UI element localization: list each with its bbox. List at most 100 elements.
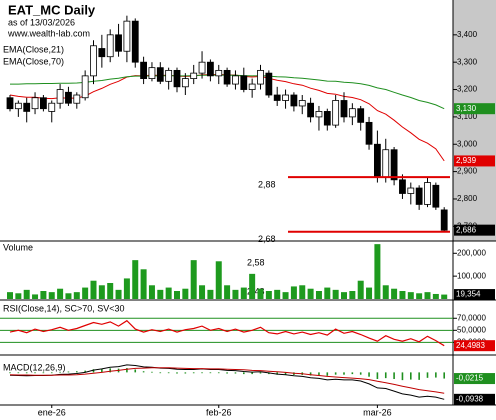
volume-bar xyxy=(366,287,373,299)
candle-body xyxy=(348,108,356,118)
histogram-bar xyxy=(151,371,153,373)
value-box xyxy=(454,393,495,405)
candle-body xyxy=(98,48,106,58)
histogram-bar xyxy=(343,372,345,375)
volume-bar xyxy=(132,260,139,299)
volume-bar xyxy=(232,289,239,299)
candle-body xyxy=(23,102,31,112)
histogram-bar xyxy=(326,372,329,376)
histogram-bar xyxy=(50,372,53,374)
volume-bar xyxy=(157,289,164,299)
value-box xyxy=(454,103,495,115)
x-tick-label: mar-26 xyxy=(363,407,392,417)
volume-bar xyxy=(374,244,381,299)
volume-bar xyxy=(332,289,339,299)
candle-body xyxy=(432,184,440,208)
histogram-bar xyxy=(201,372,203,374)
volume-bar xyxy=(282,292,289,299)
candle-body xyxy=(424,182,431,205)
volume-bar xyxy=(224,285,231,299)
volume-bar xyxy=(73,292,80,299)
histogram-bar xyxy=(167,372,170,374)
chart-title: EAT_MC Daily xyxy=(8,2,96,17)
volume-bar xyxy=(357,280,364,299)
volume-bar xyxy=(407,292,414,299)
candle-body xyxy=(223,69,231,85)
volume-bar xyxy=(307,288,314,299)
macd-line xyxy=(9,367,445,394)
candle-body xyxy=(90,45,97,77)
volume-bar xyxy=(299,285,306,299)
histogram-bar xyxy=(426,372,429,378)
candle-body xyxy=(282,94,289,101)
histogram-bar xyxy=(92,369,95,373)
candle-body xyxy=(415,187,423,205)
volume-bar xyxy=(23,289,30,299)
histogram-bar xyxy=(142,371,145,373)
histogram-bar xyxy=(109,368,111,373)
annotation: 2,68 xyxy=(258,234,276,244)
panel-title: MACD(12,26,9) xyxy=(3,362,66,372)
histogram-bar xyxy=(25,372,28,374)
histogram-bar xyxy=(243,372,245,375)
histogram-bar xyxy=(359,372,362,375)
candle-body xyxy=(14,102,22,110)
histogram-bar xyxy=(410,372,412,380)
y-tick-label: 2,900 xyxy=(457,167,478,176)
annotation: 2,88 xyxy=(258,179,276,189)
volume-bar xyxy=(123,278,130,299)
volume-bar xyxy=(107,283,114,299)
candle-body xyxy=(106,34,114,58)
subtitle: as of 13/03/2026 xyxy=(8,17,75,27)
candle-body xyxy=(81,75,89,99)
histogram-bar xyxy=(351,372,354,375)
candle-body xyxy=(156,67,164,82)
histogram-bar xyxy=(184,372,187,374)
annotation: 2,58 xyxy=(247,257,265,267)
y-tick-label: 70,0000 xyxy=(457,313,486,322)
y-tick-label: 2,800 xyxy=(457,194,478,203)
histogram-bar xyxy=(209,372,212,374)
volume-bar xyxy=(424,292,431,299)
value-box xyxy=(454,224,495,236)
volume-bar xyxy=(15,293,22,299)
histogram-bar xyxy=(284,372,287,375)
value-box xyxy=(454,340,495,352)
histogram-bar xyxy=(84,370,86,373)
candle-body xyxy=(65,91,72,104)
source: www.wealth-lab.com xyxy=(7,28,90,38)
histogram-bar xyxy=(384,372,387,379)
volume-bar xyxy=(48,292,55,299)
volume-bar xyxy=(399,291,406,299)
volume-bar xyxy=(441,294,448,299)
volume-bar xyxy=(174,291,180,299)
candle-body xyxy=(365,121,373,145)
candle-body xyxy=(181,78,189,88)
histogram-bar xyxy=(259,372,262,374)
histogram-bar xyxy=(67,371,70,373)
y-tick-label: 200,000 xyxy=(457,248,486,257)
value-label: 19,354 xyxy=(456,290,481,299)
volume-bar xyxy=(115,289,122,299)
volume-bar xyxy=(82,287,89,299)
candle-body xyxy=(382,149,390,178)
candle-body xyxy=(257,69,264,85)
volume-bar xyxy=(182,288,189,299)
value-label: 3,130 xyxy=(456,104,477,113)
legend-entry: EMA(Close,70) xyxy=(3,56,64,66)
candle-body xyxy=(40,97,47,110)
volume-bar xyxy=(57,288,64,299)
candle-body xyxy=(131,20,139,63)
value-label: -0,0215 xyxy=(456,374,484,383)
rsi-line xyxy=(9,319,445,347)
legend-entry: EMA(Close,21) xyxy=(3,44,64,54)
volume-bar xyxy=(32,294,39,299)
volume-bar xyxy=(349,291,356,299)
value-label: -0,0938 xyxy=(456,394,484,403)
histogram-bar xyxy=(9,372,11,374)
candle-body xyxy=(315,111,323,118)
volume-bar xyxy=(324,287,331,299)
candle-body xyxy=(340,100,348,118)
candle-body xyxy=(140,61,148,79)
